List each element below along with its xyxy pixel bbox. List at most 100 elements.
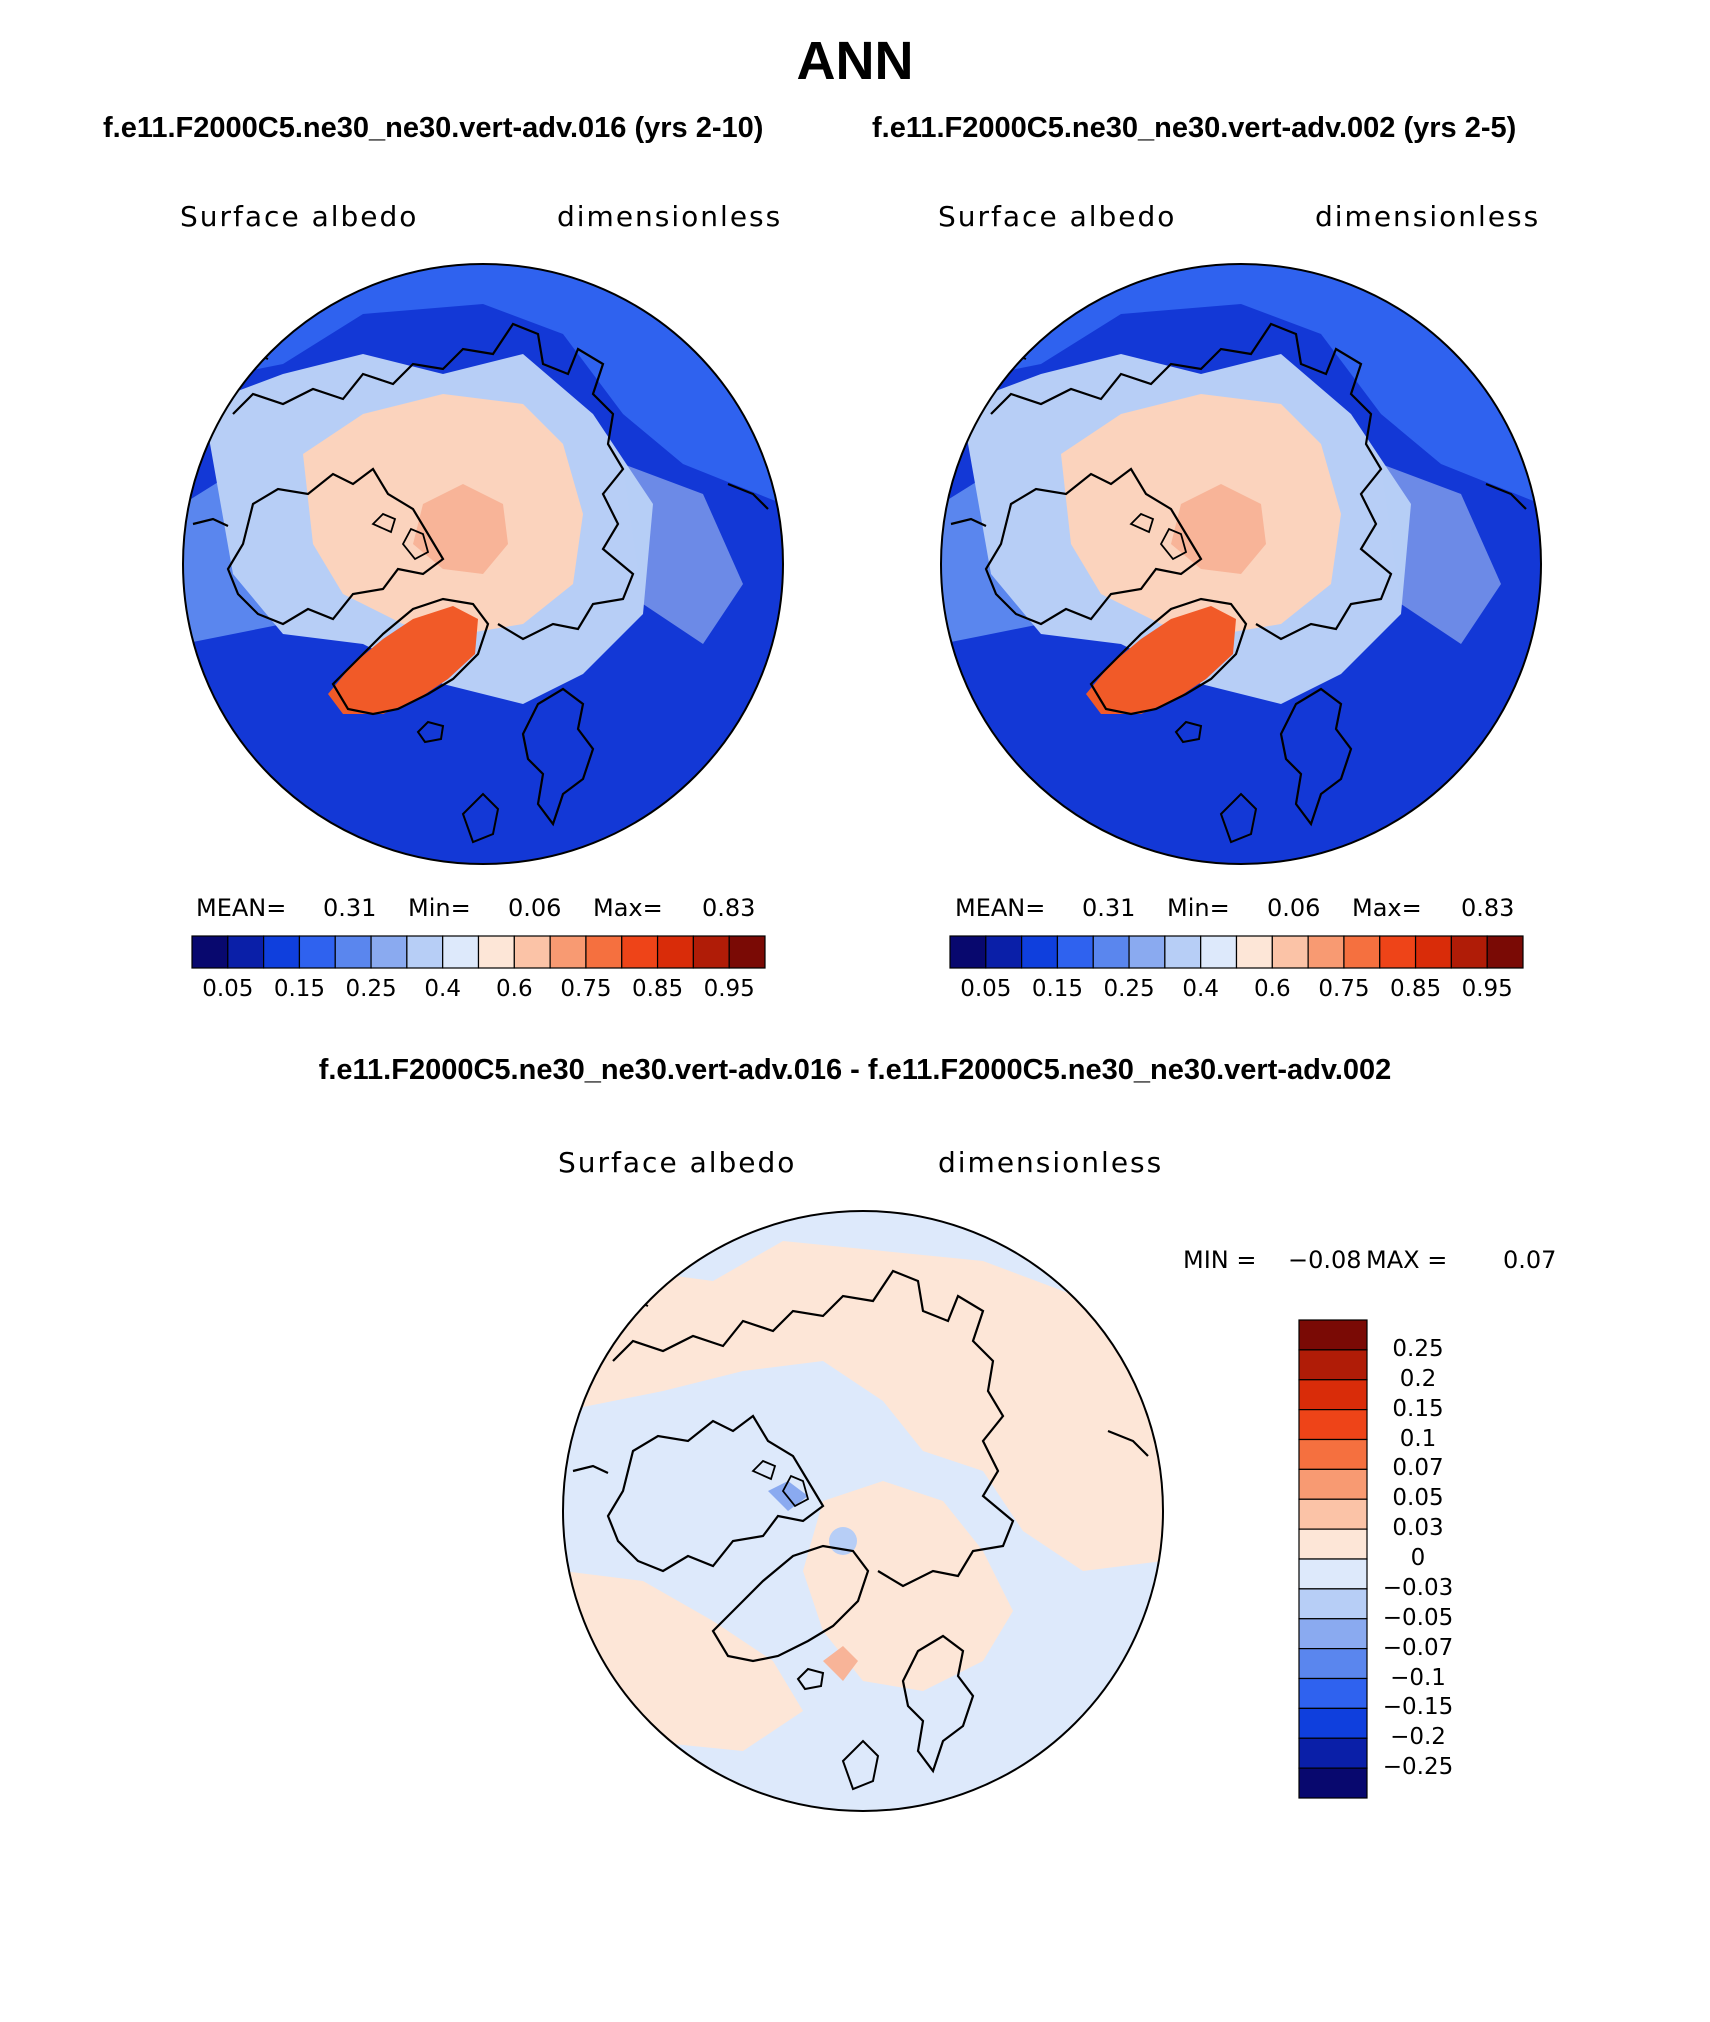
diff-colorbar-swatch (1298, 1767, 1368, 1799)
positive-anomaly-central (803, 1481, 1013, 1691)
right-mean-value: 0.31 (1082, 894, 1136, 922)
left-mean-value: 0.31 (323, 894, 377, 922)
diff-colorbar-swatch (1298, 1379, 1368, 1411)
positive-anomaly-north (563, 1241, 1163, 1571)
colorbar-tick-label: 0.4 (1182, 976, 1219, 1002)
diff-colorbar-tick-label: −0.07 (1382, 1634, 1454, 1661)
colorbar-swatch (621, 935, 659, 969)
diff-colorbar-tick-label: −0.25 (1382, 1754, 1454, 1781)
colorbar-swatch (656, 935, 694, 969)
diff-colorbar-tick-label: −0.2 (1390, 1724, 1446, 1751)
diff-colorbar-swatch (1298, 1528, 1368, 1560)
diff-colorbar-swatch (1298, 1677, 1368, 1709)
colorbar-swatch (1200, 935, 1238, 969)
colorbar-swatch (298, 935, 336, 969)
left-min-value: 0.06 (508, 894, 562, 922)
diff-colorbar-swatch (1298, 1319, 1368, 1351)
diff-colorbar (1298, 1319, 1368, 1799)
colorbar-swatch (1307, 935, 1345, 969)
diff-colorbar-tick-label: −0.1 (1390, 1664, 1446, 1691)
left-max-label: Max= (593, 894, 663, 922)
colorbar-tick-label: 0.05 (960, 976, 1012, 1002)
greenland-region (1086, 606, 1236, 714)
diff-colorbar-swatch (1298, 1737, 1368, 1769)
colorbar-swatch (1271, 935, 1309, 969)
colorbar-tick-label: 0.15 (1031, 976, 1084, 1002)
colorbar-swatch (442, 935, 480, 969)
left-panel-title: f.e11.F2000C5.ne30_ne30.vert-adv.016 (yr… (103, 112, 764, 144)
colorbar-swatch (406, 935, 444, 969)
diff-colorbar-tick-label: 0.2 (1399, 1365, 1437, 1392)
right-colorbar-ticks: 0.05 0.15 0.25 0.4 0.6 0.75 0.85 0.95 (950, 976, 1523, 1006)
diff-colorbar-tick-label: 0.1 (1399, 1425, 1437, 1452)
colorbar-swatch (1379, 935, 1417, 969)
diff-max-label: MAX = (1366, 1246, 1448, 1274)
figure-title: ANN (796, 31, 914, 91)
colorbar-tick-label: 0.85 (1389, 976, 1442, 1002)
right-variable-label: Surface albedo (938, 200, 1177, 233)
diff-colorbar-tick-label: 0 (1410, 1545, 1426, 1571)
north-pacific-region (183, 264, 783, 504)
colorbar-tick-label: 0.95 (1461, 976, 1513, 1002)
colorbar-swatch (549, 935, 587, 969)
left-mean-label: MEAN= (196, 894, 287, 922)
right-min-value: 0.06 (1267, 894, 1321, 922)
diff-max-value: 0.07 (1503, 1246, 1557, 1274)
right-panel-title: f.e11.F2000C5.ne30_ne30.vert-adv.002 (yr… (872, 112, 1517, 144)
colorbar-swatch (370, 935, 408, 969)
diff-min-value: −0.08 (1288, 1246, 1362, 1274)
colorbar-swatch (1235, 935, 1273, 969)
colorbar-tick-label: 0.95 (703, 976, 755, 1002)
north-pacific-region (941, 264, 1541, 504)
diff-colorbar-tick-label: −0.05 (1382, 1604, 1454, 1631)
left-colorbar-ticks: 0.05 0.15 0.25 0.4 0.6 0.75 0.85 0.95 (192, 976, 765, 1006)
left-variable-label: Surface albedo (180, 200, 419, 233)
colorbar-tick-label: 0.6 (1254, 976, 1291, 1002)
colorbar-tick-label: 0.4 (424, 976, 461, 1002)
colorbar-tick-label: 0.05 (202, 976, 254, 1002)
diff-min-label: MIN = (1183, 1246, 1257, 1274)
diff-panel-title: f.e11.F2000C5.ne30_ne30.vert-adv.016 - f… (318, 1054, 1392, 1086)
colorbar-tick-label: 0.6 (496, 976, 533, 1002)
colorbar-swatch (1414, 935, 1452, 969)
right-min-label: Min= (1167, 894, 1230, 922)
colorbar-swatch (1056, 935, 1094, 969)
siberia-region (1381, 464, 1501, 644)
colorbar-swatch (1021, 935, 1059, 969)
negative-spot (823, 1646, 858, 1681)
diff-colorbar-swatch (1298, 1349, 1368, 1381)
colorbar-swatch (477, 935, 515, 969)
diff-colorbar-swatch (1298, 1498, 1368, 1530)
greenland-region (328, 606, 478, 714)
colorbar-tick-label: 0.25 (1103, 976, 1155, 1002)
diff-colorbar-swatch (1298, 1558, 1368, 1590)
right-mean-label: MEAN= (955, 894, 1046, 922)
colorbar-swatch (1343, 935, 1381, 969)
right-colorbar (949, 935, 1524, 969)
right-max-value: 0.83 (1461, 894, 1515, 922)
left-units-label: dimensionless (557, 200, 783, 233)
colorbar-swatch (1486, 935, 1524, 969)
diff-colorbar-tick-label: −0.03 (1382, 1574, 1454, 1601)
colorbar-swatch (692, 935, 730, 969)
diff-colorbar-ticks: 0.25 0.2 0.15 0.1 0.07 0.05 0.03 0 −0.03 −0.05 −0.… (1380, 1320, 1500, 1798)
diff-colorbar-tick-label: 0.07 (1392, 1455, 1444, 1482)
colorbar-swatch (1450, 935, 1488, 969)
diff-colorbar-tick-label: 0.25 (1392, 1335, 1444, 1362)
colorbar-tick-label: 0.15 (273, 976, 326, 1002)
siberia-region (623, 464, 743, 644)
left-polar-map (182, 263, 784, 865)
colorbar-swatch (1092, 935, 1130, 969)
sea-ice-core (413, 484, 508, 574)
colorbar-swatch (949, 935, 987, 969)
colorbar-tick-label: 0.75 (1318, 976, 1370, 1002)
diff-colorbar-swatch (1298, 1588, 1368, 1620)
diff-polar-map (562, 1210, 1164, 1812)
colorbar-swatch (985, 935, 1023, 969)
colorbar-tick-label: 0.25 (345, 976, 397, 1002)
diff-colorbar-swatch (1298, 1648, 1368, 1680)
diff-colorbar-tick-label: 0.03 (1392, 1515, 1444, 1542)
diff-colorbar-tick-label: −0.15 (1382, 1694, 1454, 1721)
colorbar-swatch (728, 935, 766, 969)
right-max-label: Max= (1352, 894, 1422, 922)
